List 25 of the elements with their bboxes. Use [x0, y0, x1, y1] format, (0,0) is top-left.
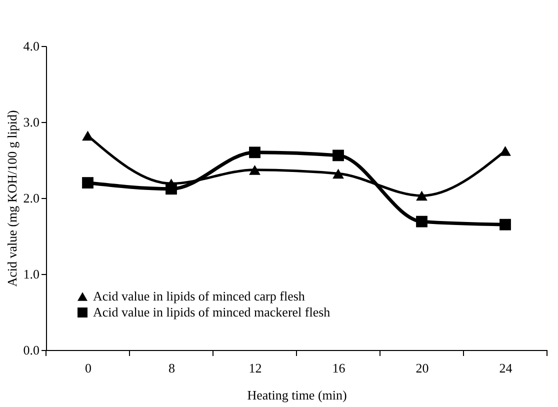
y-tick-label: 0.0	[23, 342, 40, 358]
point	[416, 190, 428, 201]
point	[249, 164, 260, 175]
x-tick-label: 20	[416, 360, 429, 376]
y-axis-title: Acid value (mg KOH/100 g lipid)	[4, 110, 20, 287]
x-tick-label: 12	[248, 360, 262, 376]
x-tick-label: 24	[499, 360, 513, 376]
point	[332, 168, 344, 179]
point	[500, 146, 511, 156]
x-tick-label: 16	[332, 360, 346, 376]
point	[82, 130, 94, 141]
legend-label: Acid value in lipids of minced mackerel flesh	[93, 304, 331, 320]
y-tick-label: 1.0	[23, 266, 40, 282]
x-axis-title: Heating time (min)	[247, 388, 347, 402]
legend-label: Acid value in lipids of minced carp flesh	[93, 288, 306, 304]
point	[82, 177, 94, 188]
point	[332, 150, 344, 162]
y-tick-label: 2.0	[23, 190, 40, 206]
point	[416, 216, 428, 228]
y-tick-label: 4.0	[23, 38, 40, 54]
point	[249, 146, 260, 158]
y-tick-label: 3.0	[23, 114, 40, 130]
x-tick-label: 0	[85, 360, 92, 376]
point	[500, 218, 511, 230]
x-tick-label: 8	[168, 360, 175, 376]
